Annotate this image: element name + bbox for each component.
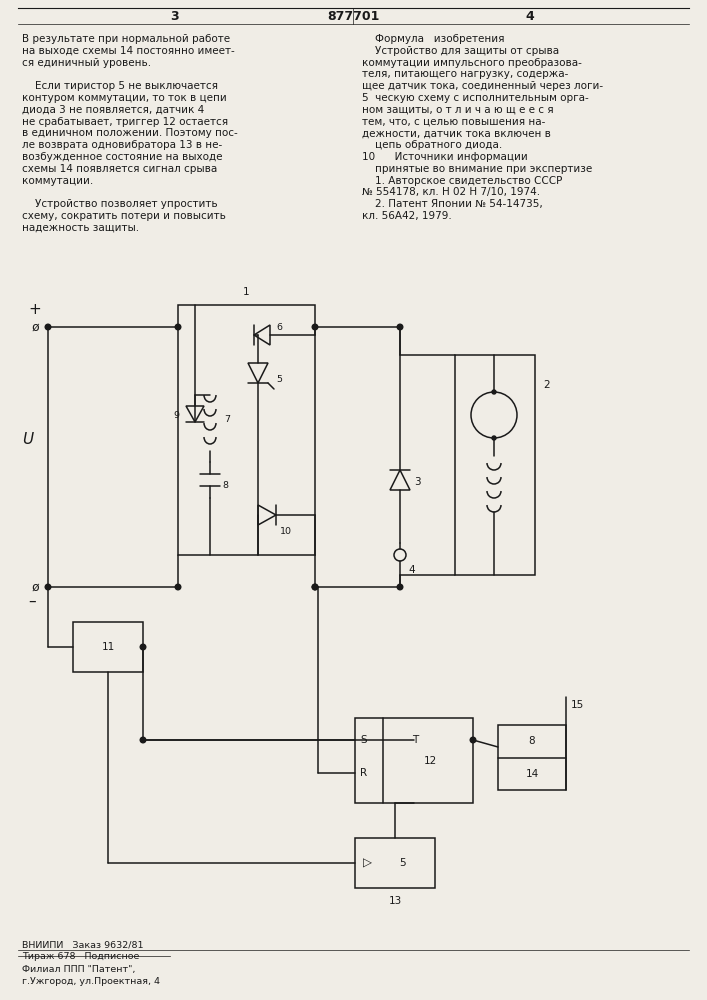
Text: ле возврата одновибратора 13 в не-: ле возврата одновибратора 13 в не- bbox=[22, 140, 222, 150]
Text: 15: 15 bbox=[571, 700, 584, 710]
Text: Тираж 678   Подписное: Тираж 678 Подписное bbox=[22, 952, 139, 961]
Bar bbox=[455, 355, 535, 575]
Text: T: T bbox=[412, 735, 418, 745]
Text: 1. Авторское свидетельство СССР: 1. Авторское свидетельство СССР bbox=[362, 176, 562, 186]
Circle shape bbox=[397, 324, 403, 330]
Text: ВНИИПИ   Заказ 9632/81: ВНИИПИ Заказ 9632/81 bbox=[22, 940, 144, 949]
Circle shape bbox=[140, 737, 146, 743]
Text: кл. 56А42, 1979.: кл. 56А42, 1979. bbox=[362, 211, 452, 221]
Bar bbox=[355, 838, 435, 888]
Text: Филиал ППП "Патент",: Филиал ППП "Патент", bbox=[22, 965, 135, 974]
Bar bbox=[178, 305, 315, 555]
Text: 12: 12 bbox=[423, 756, 437, 766]
Text: Формула   изобретения: Формула изобретения bbox=[362, 34, 505, 44]
Text: 4: 4 bbox=[408, 565, 414, 575]
Text: 9: 9 bbox=[173, 410, 179, 420]
Text: U: U bbox=[23, 432, 33, 448]
Circle shape bbox=[312, 584, 318, 590]
Bar bbox=[498, 725, 566, 790]
Text: +: + bbox=[28, 302, 42, 318]
Text: 10: 10 bbox=[280, 527, 292, 536]
Circle shape bbox=[492, 436, 496, 440]
Text: № 554178, кл. Н 02 Н 7/10, 1974.: № 554178, кл. Н 02 Н 7/10, 1974. bbox=[362, 187, 540, 197]
Text: ся единичный уровень.: ся единичный уровень. bbox=[22, 58, 151, 68]
Text: 6: 6 bbox=[276, 323, 282, 332]
Text: В результате при нормальной работе: В результате при нормальной работе bbox=[22, 34, 230, 44]
Text: дежности, датчик тока включен в: дежности, датчик тока включен в bbox=[362, 128, 551, 138]
Text: Если тиристор 5 не выключается: Если тиристор 5 не выключается bbox=[22, 81, 218, 91]
Text: 3: 3 bbox=[170, 9, 180, 22]
Text: контуром коммутации, то ток в цепи: контуром коммутации, то ток в цепи bbox=[22, 93, 227, 103]
Text: ø: ø bbox=[31, 320, 39, 334]
Circle shape bbox=[175, 324, 181, 330]
Text: S: S bbox=[360, 735, 367, 745]
Text: 5  ческую схему с исполнительным орга-: 5 ческую схему с исполнительным орга- bbox=[362, 93, 589, 103]
Bar bbox=[73, 622, 143, 672]
Circle shape bbox=[140, 644, 146, 650]
Text: щее датчик тока, соединенный через логи-: щее датчик тока, соединенный через логи- bbox=[362, 81, 603, 91]
Circle shape bbox=[312, 324, 318, 330]
Text: –: – bbox=[28, 593, 36, 608]
Text: надежность защиты.: надежность защиты. bbox=[22, 223, 139, 233]
Text: диода 3 не появляется, датчик 4: диода 3 не появляется, датчик 4 bbox=[22, 105, 204, 115]
Text: Устройство позволяет упростить: Устройство позволяет упростить bbox=[22, 199, 218, 209]
Text: 4: 4 bbox=[525, 9, 534, 22]
Text: 7: 7 bbox=[224, 416, 230, 424]
Bar bbox=[355, 718, 473, 803]
Text: схему, сократить потери и повысить: схему, сократить потери и повысить bbox=[22, 211, 226, 221]
Circle shape bbox=[470, 737, 476, 743]
Circle shape bbox=[175, 584, 181, 590]
Text: принятые во внимание при экспертизе: принятые во внимание при экспертизе bbox=[362, 164, 592, 174]
Text: коммутации.: коммутации. bbox=[22, 176, 93, 186]
Text: 13: 13 bbox=[388, 896, 402, 906]
Text: 3: 3 bbox=[414, 477, 421, 487]
Text: г.Ужгород, ул.Проектная, 4: г.Ужгород, ул.Проектная, 4 bbox=[22, 977, 160, 986]
Circle shape bbox=[45, 584, 51, 590]
Text: 2: 2 bbox=[543, 380, 549, 390]
Text: 10      Источники информации: 10 Источники информации bbox=[362, 152, 527, 162]
Text: 8: 8 bbox=[529, 736, 535, 746]
Text: ▷: ▷ bbox=[363, 856, 372, 869]
Circle shape bbox=[45, 324, 51, 330]
Text: коммутации импульсного преобразова-: коммутации импульсного преобразова- bbox=[362, 58, 582, 68]
Circle shape bbox=[397, 584, 403, 590]
Text: схемы 14 появляется сигнал срыва: схемы 14 появляется сигнал срыва bbox=[22, 164, 217, 174]
Text: не срабатывает, триггер 12 остается: не срабатывает, триггер 12 остается bbox=[22, 117, 228, 127]
Text: на выходе схемы 14 постоянно имеет-: на выходе схемы 14 постоянно имеет- bbox=[22, 46, 235, 56]
Text: ø: ø bbox=[31, 580, 39, 593]
Text: возбужденное состояние на выходе: возбужденное состояние на выходе bbox=[22, 152, 223, 162]
Text: 2. Патент Японии № 54-14735,: 2. Патент Японии № 54-14735, bbox=[362, 199, 543, 209]
Text: тем, что, с целью повышения на-: тем, что, с целью повышения на- bbox=[362, 117, 545, 127]
Text: цепь обратного диода.: цепь обратного диода. bbox=[362, 140, 502, 150]
Text: ном защиты, о т л и ч а ю щ е е с я: ном защиты, о т л и ч а ю щ е е с я bbox=[362, 105, 554, 115]
Text: теля, питающего нагрузку, содержа-: теля, питающего нагрузку, содержа- bbox=[362, 69, 568, 79]
Text: 11: 11 bbox=[101, 642, 115, 652]
Circle shape bbox=[312, 584, 318, 590]
Text: 5: 5 bbox=[399, 858, 407, 868]
Text: 1: 1 bbox=[243, 287, 250, 297]
Text: R: R bbox=[360, 768, 367, 778]
Text: 14: 14 bbox=[525, 769, 539, 779]
Text: 8: 8 bbox=[222, 481, 228, 489]
Text: 877701: 877701 bbox=[327, 9, 379, 22]
Text: Устройство для защиты от срыва: Устройство для защиты от срыва bbox=[362, 46, 559, 56]
Circle shape bbox=[492, 390, 496, 394]
Text: в единичном положении. Поэтому пос-: в единичном положении. Поэтому пос- bbox=[22, 128, 238, 138]
Text: 5: 5 bbox=[276, 375, 282, 384]
